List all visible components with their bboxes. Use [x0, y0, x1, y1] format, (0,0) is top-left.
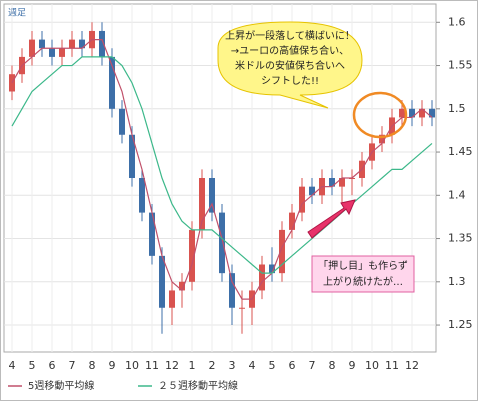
- callout-text: 米ドルの安値保ち合いへ: [235, 59, 345, 72]
- period-label: 週足: [8, 8, 26, 19]
- candle-body: [139, 178, 145, 213]
- x-tick-label: 5: [269, 359, 276, 372]
- candle-body: [299, 186, 305, 213]
- arrow: [307, 199, 356, 239]
- candle-body: [269, 264, 275, 274]
- x-tick-label: 12: [405, 359, 419, 372]
- x-tick-label: 12: [165, 359, 179, 372]
- candle-body: [209, 178, 215, 213]
- x-tick-label: 4: [249, 359, 256, 372]
- note-text: 上がり続けたが…: [323, 275, 403, 288]
- candle-body: [429, 108, 435, 118]
- candle-body: [289, 212, 295, 230]
- x-tick-label: 8: [329, 359, 336, 372]
- candle-body: [159, 255, 165, 308]
- y-tick-label: 1.25: [448, 318, 473, 331]
- y-tick-label: 1.55: [448, 59, 473, 72]
- x-tick-label: 9: [109, 359, 116, 372]
- legend-label: ２５週移動平均線: [158, 379, 238, 392]
- candle-body: [59, 48, 65, 57]
- candle-body: [259, 264, 265, 291]
- y-tick-label: 1.6: [448, 15, 466, 28]
- candle-body: [189, 229, 195, 282]
- candle-body: [169, 290, 175, 308]
- candle-body: [109, 56, 115, 109]
- x-tick-label: 1: [189, 359, 196, 372]
- candle-body: [129, 134, 135, 178]
- x-tick-label: 11: [145, 359, 159, 372]
- y-tick-label: 1.4: [448, 188, 466, 201]
- y-tick-label: 1.3: [448, 275, 466, 288]
- highlight-circle: [352, 91, 408, 139]
- candle-body: [39, 39, 45, 49]
- callout-text: →ユーロの高値保ち合い、: [231, 44, 349, 57]
- y-tick-label: 1.5: [448, 102, 466, 115]
- x-tick-label: 4: [9, 359, 16, 372]
- candle-body: [419, 108, 425, 118]
- callout-text: 上昇が一段落して横ばいに！: [225, 29, 355, 42]
- candle-body: [339, 178, 345, 187]
- x-tick-label: 10: [365, 359, 379, 372]
- x-tick-label: 5: [29, 359, 36, 372]
- x-tick-label: 6: [289, 359, 296, 372]
- callout-text: シフトした!!: [261, 75, 319, 87]
- candle-body: [229, 273, 235, 308]
- x-tick-label: 9: [349, 359, 356, 372]
- candle-body: [149, 212, 155, 256]
- candle-body: [329, 178, 335, 187]
- note-box: [311, 255, 415, 293]
- candle-body: [69, 39, 75, 49]
- x-tick-label: 8: [89, 359, 96, 372]
- callout-bubble: [217, 21, 363, 109]
- candle-body: [239, 307, 245, 309]
- candle-body: [219, 212, 225, 274]
- y-tick-label: 1.35: [448, 232, 473, 245]
- candle-body: [409, 108, 415, 118]
- y-tick-label: 1.45: [448, 145, 473, 158]
- x-tick-label: 11: [385, 359, 399, 372]
- candle-body: [309, 186, 315, 196]
- candle-body: [99, 30, 105, 57]
- candle-body: [179, 281, 185, 291]
- candle-body: [49, 48, 55, 57]
- candle-body: [119, 108, 125, 135]
- x-tick-label: 7: [309, 359, 316, 372]
- candle-body: [379, 134, 385, 144]
- x-tick-label: 6: [49, 359, 56, 372]
- candle-body: [399, 108, 405, 118]
- x-tick-label: 7: [69, 359, 76, 372]
- candle-body: [29, 39, 35, 57]
- legend-label: 5週移動平均線: [28, 379, 94, 392]
- x-tick-label: 2: [209, 359, 216, 372]
- x-tick-label: 3: [229, 359, 236, 372]
- x-tick-label: 10: [125, 359, 139, 372]
- note-text: 「押し目」も作らず: [318, 259, 408, 272]
- candle-body: [79, 39, 85, 49]
- ma-line: [11, 56, 433, 274]
- candle-body: [199, 178, 205, 230]
- candle-body: [279, 229, 285, 274]
